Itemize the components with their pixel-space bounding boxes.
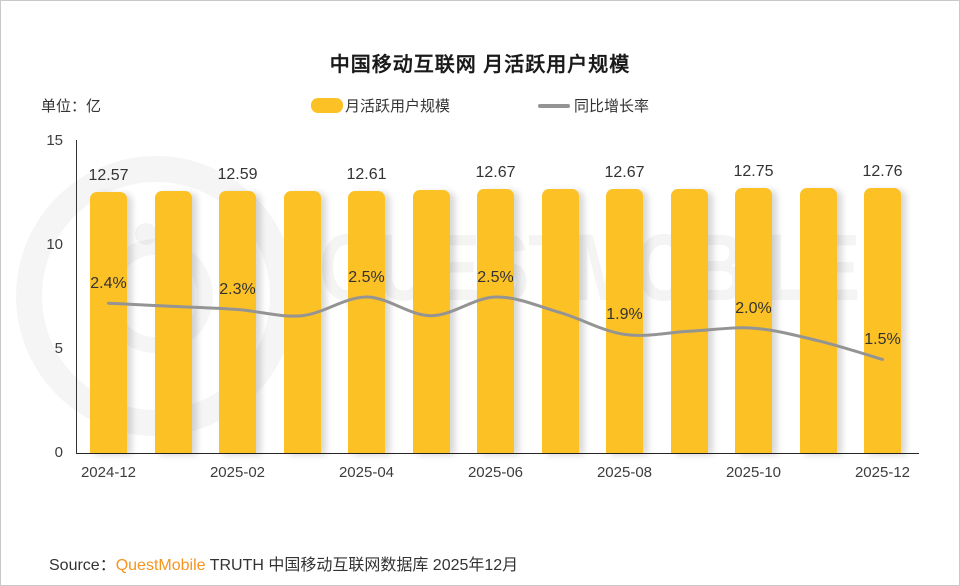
- bar-value-label: 12.61: [346, 165, 387, 183]
- bar-value-label: 12.59: [217, 166, 258, 184]
- bar: [799, 187, 837, 453]
- bar: [735, 187, 772, 453]
- bar: [412, 190, 450, 453]
- source-brand: QuestMobile: [115, 557, 206, 574]
- y-axis-line: [76, 140, 77, 454]
- bar: [154, 191, 192, 453]
- y-tick-label: 0: [54, 444, 63, 461]
- x-tick-label: 2025-02: [209, 464, 266, 481]
- bar: [219, 191, 256, 453]
- x-tick-label: 2025-04: [338, 464, 395, 481]
- bar: [348, 190, 385, 453]
- bar: [283, 190, 321, 453]
- bar: [90, 191, 127, 453]
- bar-value-label: 12.75: [733, 162, 774, 180]
- legend: 月活跃用户规模 同比增长率: [311, 95, 649, 116]
- growth-rate-label: 1.9%: [606, 306, 643, 324]
- bar: [477, 189, 514, 453]
- growth-rate-label: 2.0%: [735, 300, 772, 318]
- legend-line-label: 同比增长率: [574, 98, 650, 115]
- legend-line-swatch: [538, 103, 571, 108]
- x-tick-label: 2024-12: [80, 464, 137, 481]
- bar: [670, 188, 708, 453]
- growth-rate-label: 2.5%: [477, 269, 514, 286]
- source-note: Source：QuestMobile TRUTH 中国移动互联网数据库 2025…: [49, 551, 518, 575]
- growth-rate-label: 2.3%: [219, 281, 256, 299]
- legend-bar-label: 月活跃用户规模: [345, 98, 451, 115]
- source-prefix: Source：: [49, 557, 116, 574]
- bar: [541, 189, 579, 453]
- bar: [864, 187, 901, 453]
- legend-bar-swatch: [311, 98, 343, 113]
- chart-title: 中国移动互联网 月活跃用户规模: [329, 54, 631, 76]
- bar-value-label: 12.67: [475, 164, 516, 182]
- x-tick-label: 2025-08: [596, 464, 653, 481]
- growth-rate-label: 1.5%: [864, 331, 901, 349]
- bar-value-label: 12.67: [604, 164, 645, 182]
- x-tick-label: 2025-10: [725, 464, 782, 481]
- y-tick-label: 15: [46, 132, 63, 149]
- x-tick-label: 2025-06: [467, 464, 524, 481]
- growth-rate-label: 2.5%: [348, 269, 385, 286]
- growth-rate-label: 2.4%: [90, 275, 127, 293]
- y-tick-label: 5: [54, 340, 63, 357]
- y-tick-label: 10: [46, 236, 63, 253]
- unit-label: 单位：亿: [41, 98, 102, 115]
- x-axis-line: [76, 453, 919, 454]
- bar-value-label: 12.57: [88, 166, 129, 184]
- x-tick-label: 2025-12: [854, 464, 911, 481]
- source-suffix: TRUTH 中国移动互联网数据库 2025年12月: [205, 557, 519, 574]
- bar-value-label: 12.76: [862, 162, 903, 180]
